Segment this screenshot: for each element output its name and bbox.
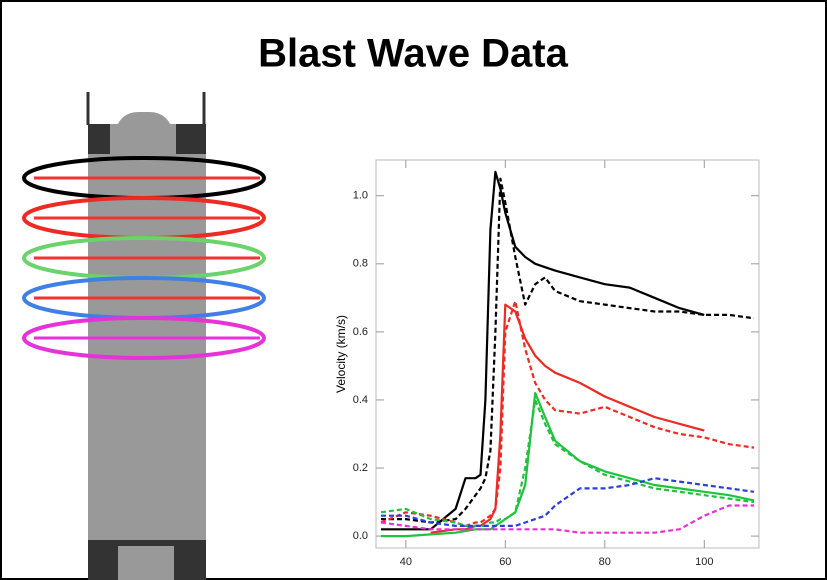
cylinder-diagram [22, 92, 266, 580]
y-tick-label: 1.0 [353, 190, 368, 202]
slide-title: Blast Wave Data [258, 32, 569, 76]
data-line [380, 504, 754, 534]
y-tick-label: 0.8 [353, 258, 368, 270]
y-tick-label: 0.0 [353, 530, 368, 542]
x-tick-label: 60 [499, 556, 511, 568]
data-line [381, 177, 755, 524]
data-line [381, 392, 755, 538]
plot-frame [375, 159, 760, 549]
y-tick-label: 0.4 [353, 394, 368, 406]
data-line [381, 170, 705, 531]
x-tick-label: 100 [695, 556, 713, 568]
y-tick-label: 0.2 [353, 462, 368, 474]
data-line [380, 300, 755, 527]
x-tick-label: 40 [400, 556, 412, 568]
x-tick-label: 80 [599, 556, 611, 568]
y-tick-label: 0.6 [353, 326, 368, 338]
y-axis-label: Velocity (km/s) [334, 315, 348, 393]
